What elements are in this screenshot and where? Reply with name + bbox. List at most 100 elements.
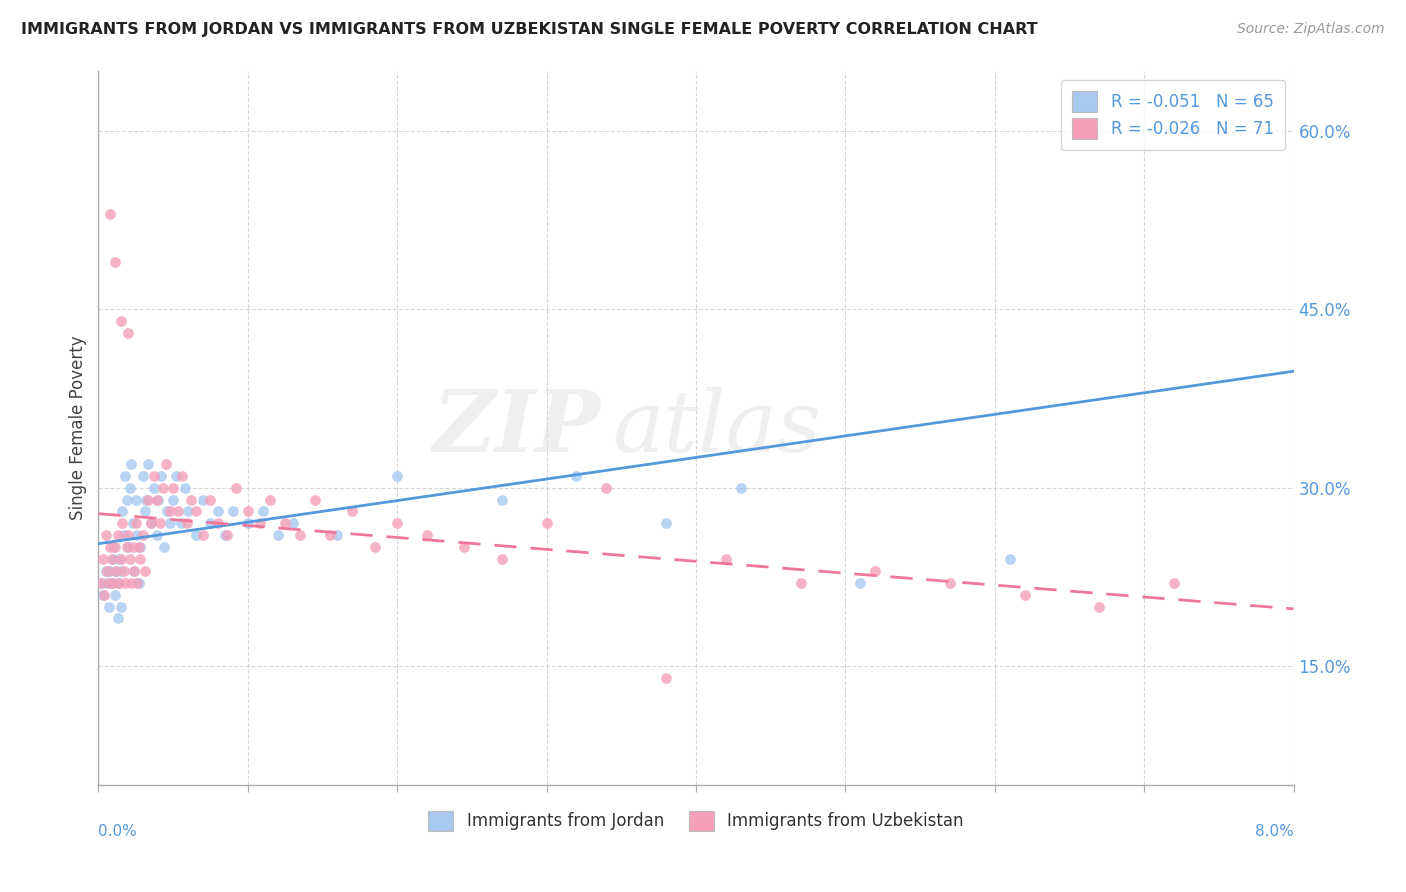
Point: [97, 575, 120, 590]
Point: [319, 528, 342, 542]
Point: [136, 457, 159, 471]
Point: [281, 516, 304, 531]
Point: [159, 516, 181, 531]
Point: [385, 516, 409, 531]
Point: [153, 540, 176, 554]
Point: [98, 540, 122, 554]
Point: [207, 516, 229, 531]
Point: [730, 481, 752, 495]
Point: [104, 588, 127, 602]
Point: [125, 492, 148, 507]
Point: [165, 468, 187, 483]
Point: [1163, 575, 1185, 590]
Point: [249, 516, 271, 531]
Point: [120, 575, 142, 590]
Point: [120, 457, 142, 471]
Point: [342, 504, 364, 518]
Point: [166, 504, 188, 518]
Point: [115, 492, 138, 507]
Point: [215, 528, 238, 542]
Point: [103, 575, 125, 590]
Point: [110, 564, 132, 578]
Point: [118, 552, 141, 566]
Point: [134, 504, 156, 518]
Point: [1088, 599, 1111, 614]
Point: [93, 588, 115, 602]
Point: [125, 516, 148, 531]
Point: [142, 468, 165, 483]
Point: [94, 528, 117, 542]
Point: [108, 575, 131, 590]
Point: [124, 564, 146, 578]
Point: [104, 540, 127, 554]
Point: [90, 575, 112, 590]
Point: [259, 492, 281, 507]
Point: [108, 552, 131, 566]
Point: [117, 528, 139, 542]
Point: [172, 468, 194, 483]
Point: [939, 575, 962, 590]
Point: [145, 492, 167, 507]
Point: [491, 492, 513, 507]
Point: [94, 564, 117, 578]
Point: [453, 540, 475, 554]
Point: [110, 599, 132, 614]
Point: [112, 564, 135, 578]
Point: [998, 552, 1021, 566]
Point: [150, 468, 173, 483]
Point: [136, 492, 159, 507]
Point: [127, 575, 149, 590]
Point: [1178, 124, 1201, 138]
Point: [103, 540, 125, 554]
Point: [142, 481, 165, 495]
Point: [104, 254, 127, 268]
Point: [162, 481, 184, 495]
Point: [145, 528, 167, 542]
Point: [129, 552, 152, 566]
Point: [111, 516, 134, 531]
Point: [326, 528, 349, 542]
Point: [214, 528, 236, 542]
Point: [655, 671, 678, 685]
Point: [416, 528, 439, 542]
Point: [129, 540, 152, 554]
Point: [304, 492, 326, 507]
Point: [536, 516, 558, 531]
Point: [96, 575, 118, 590]
Point: [169, 516, 191, 531]
Point: [117, 540, 139, 554]
Point: [105, 564, 128, 578]
Point: [1014, 588, 1036, 602]
Point: [565, 468, 588, 483]
Y-axis label: Single Female Poverty: Single Female Poverty: [69, 336, 87, 520]
Point: [148, 492, 170, 507]
Point: [128, 575, 150, 590]
Point: [595, 481, 617, 495]
Point: [115, 540, 138, 554]
Point: [236, 504, 259, 518]
Point: [96, 564, 118, 578]
Point: [849, 575, 872, 590]
Point: [128, 540, 150, 554]
Point: [364, 540, 387, 554]
Point: [191, 528, 214, 542]
Point: [110, 314, 132, 328]
Point: [111, 504, 134, 518]
Point: [156, 504, 179, 518]
Point: [103, 552, 125, 566]
Text: IMMIGRANTS FROM JORDAN VS IMMIGRANTS FROM UZBEKISTAN SINGLE FEMALE POVERTY CORRE: IMMIGRANTS FROM JORDAN VS IMMIGRANTS FRO…: [21, 22, 1038, 37]
Point: [162, 492, 184, 507]
Point: [149, 516, 172, 531]
Point: [110, 552, 132, 566]
Point: [385, 468, 409, 483]
Point: [107, 575, 129, 590]
Point: [114, 575, 136, 590]
Point: [118, 481, 141, 495]
Point: [132, 528, 155, 542]
Point: [184, 528, 207, 542]
Point: [105, 564, 128, 578]
Point: [288, 528, 311, 542]
Point: [865, 564, 887, 578]
Point: [191, 492, 214, 507]
Point: [184, 504, 207, 518]
